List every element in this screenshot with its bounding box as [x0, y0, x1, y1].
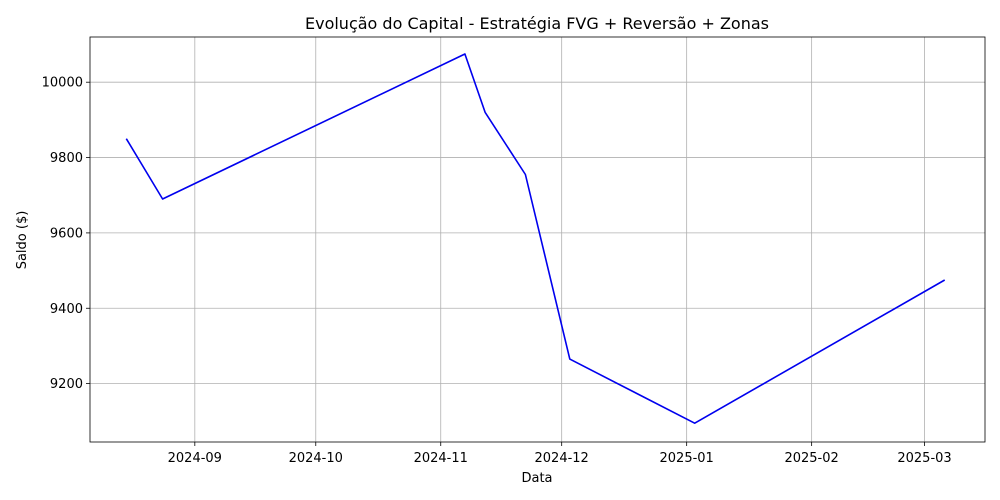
y-tick-label: 9800 [50, 151, 83, 166]
series-line [125, 53, 946, 425]
x-axis: 2024-09 2024-10 2024-11 2024-12 2025-01 2025-… [168, 442, 952, 466]
grid [90, 37, 985, 442]
x-tick-label: 2024-10 [289, 451, 343, 466]
y-tick-label: 9600 [50, 226, 83, 241]
x-tick-label: 2025-02 [784, 451, 838, 466]
x-tick-label: 2025-01 [660, 451, 714, 466]
x-tick-label: 2024-11 [414, 451, 468, 466]
chart-title: Evolução do Capital - Estratégia FVG + R… [305, 14, 769, 33]
series-group [125, 53, 946, 425]
x-axis-label: Data [521, 471, 552, 486]
x-tick-label: 2025-03 [897, 451, 951, 466]
y-axis-label: Saldo ($) [15, 211, 30, 270]
y-tick-label: 9400 [50, 302, 83, 317]
x-tick-label: 2024-12 [535, 451, 589, 466]
plot-frame [89, 36, 986, 443]
y-tick-label: 9200 [50, 377, 83, 392]
y-tick-label: 10000 [42, 76, 83, 91]
x-tick-label: 2024-09 [168, 451, 222, 466]
y-axis: 9200 9400 9600 9800 10000 [42, 76, 90, 392]
